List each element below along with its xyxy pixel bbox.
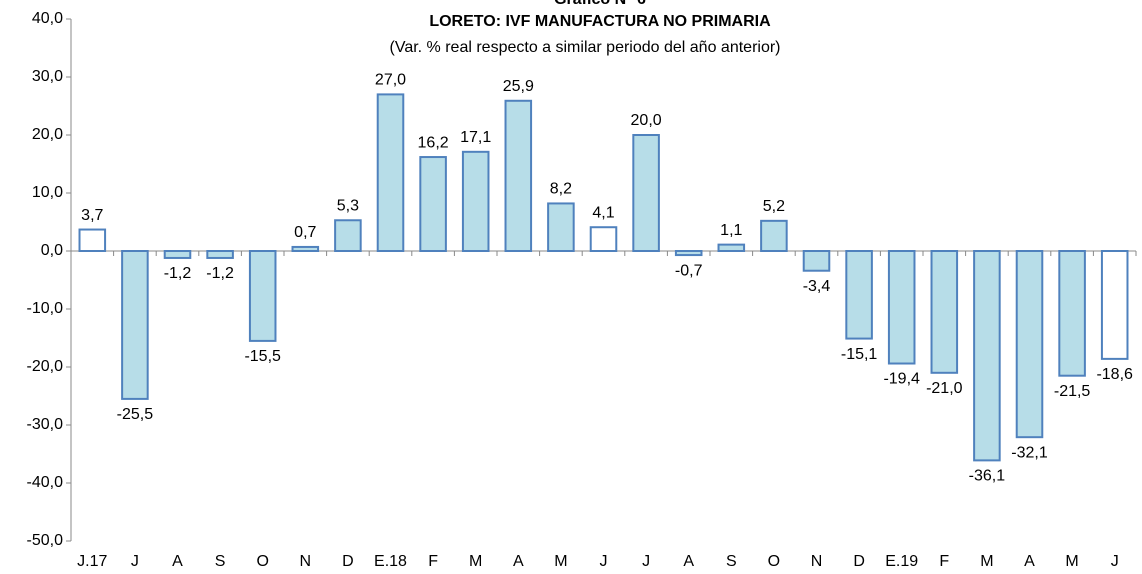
- bar: [547, 202, 575, 253]
- x-tick-label: S: [215, 553, 226, 570]
- bar: [717, 243, 746, 252]
- x-tick-label: M: [980, 553, 993, 570]
- x-tick-label: M: [1065, 553, 1078, 570]
- data-label: -1,2: [164, 265, 192, 282]
- x-tick-label: A: [1024, 553, 1035, 570]
- x-tick-label: F: [939, 553, 949, 570]
- data-label: 25,9: [503, 78, 534, 95]
- bar: [461, 150, 490, 253]
- data-label: 4,1: [592, 204, 614, 221]
- bar: [78, 228, 107, 252]
- x-tick-label: M: [554, 553, 567, 570]
- x-tick-label: A: [513, 553, 524, 570]
- data-label: -15,5: [244, 348, 281, 365]
- bar: [802, 250, 831, 272]
- data-label: -19,4: [883, 371, 920, 388]
- x-tick-label: F: [428, 553, 438, 570]
- bar: [163, 250, 192, 259]
- chart-title: LORETO: IVF MANUFACTURA NO PRIMARIA: [429, 13, 771, 30]
- x-tick-label: S: [726, 553, 737, 570]
- x-tick-label: A: [172, 553, 183, 570]
- bar: [419, 156, 447, 252]
- data-label: 1,1: [720, 222, 742, 239]
- bar: [291, 245, 320, 253]
- y-tick-label: 0,0: [41, 242, 63, 259]
- bar: [973, 250, 1001, 462]
- bar: [632, 134, 660, 252]
- bar: [248, 250, 277, 342]
- bar: [760, 219, 788, 252]
- x-tick-label: J: [1111, 553, 1119, 570]
- data-label: 16,2: [418, 134, 449, 151]
- data-label: -15,1: [841, 346, 878, 363]
- x-tick-label: O: [256, 553, 268, 570]
- data-label: -21,5: [1054, 383, 1091, 400]
- bar: [1100, 250, 1129, 360]
- data-label: -3,4: [803, 278, 831, 295]
- bar: [674, 250, 703, 257]
- data-label: 8,2: [550, 181, 572, 198]
- x-tick-label: A: [683, 553, 694, 570]
- data-label: 17,1: [460, 129, 491, 146]
- x-tick-label: N: [300, 553, 312, 570]
- data-label: 5,3: [337, 197, 359, 214]
- x-tick-label: D: [342, 553, 354, 570]
- bar: [206, 250, 234, 259]
- x-tick-label: J: [131, 553, 139, 570]
- x-tick-label: O: [768, 553, 780, 570]
- y-tick-label: -50,0: [27, 532, 64, 549]
- bar: [504, 99, 533, 252]
- bar: [930, 250, 959, 374]
- data-label: 5,2: [763, 198, 785, 215]
- x-tick-label: D: [853, 553, 865, 570]
- data-label: -1,2: [206, 265, 234, 282]
- y-tick-label: 20,0: [32, 126, 63, 143]
- bar: [887, 250, 916, 365]
- bar: [121, 250, 149, 400]
- bar: [1058, 250, 1086, 377]
- data-label: -0,7: [675, 262, 703, 279]
- x-tick-label: J.17: [77, 553, 107, 570]
- x-tick-label: J: [642, 553, 650, 570]
- bar: [845, 250, 873, 340]
- data-label: 0,7: [294, 224, 316, 241]
- y-tick-label: -10,0: [27, 300, 64, 317]
- bar: [589, 226, 618, 253]
- bar: [376, 93, 405, 253]
- bar: [334, 219, 362, 252]
- x-tick-label: J: [600, 553, 608, 570]
- data-label: 20,0: [631, 112, 662, 129]
- bar: [1015, 250, 1044, 439]
- data-label: -18,6: [1096, 366, 1133, 383]
- y-tick-label: 40,0: [32, 10, 63, 27]
- chart-supertitle: Gráfico N° 6: [554, 0, 646, 8]
- y-tick-label: 30,0: [32, 68, 63, 85]
- data-label: -36,1: [969, 468, 1006, 485]
- y-tick-label: -20,0: [27, 358, 64, 375]
- data-label: 27,0: [375, 72, 406, 89]
- data-label: -32,1: [1011, 444, 1048, 461]
- y-tick-label: 10,0: [32, 184, 63, 201]
- data-label: -25,5: [117, 406, 154, 423]
- x-tick-label: E.19: [885, 553, 918, 570]
- x-tick-label: M: [469, 553, 482, 570]
- y-tick-label: -40,0: [27, 474, 64, 491]
- x-tick-label: N: [811, 553, 823, 570]
- y-tick-label: -30,0: [27, 416, 64, 433]
- chart-subtitle: (Var. % real respecto a similar periodo …: [390, 39, 781, 56]
- data-label: -21,0: [926, 380, 963, 397]
- data-label: 3,7: [81, 207, 103, 224]
- x-tick-label: E.18: [374, 553, 407, 570]
